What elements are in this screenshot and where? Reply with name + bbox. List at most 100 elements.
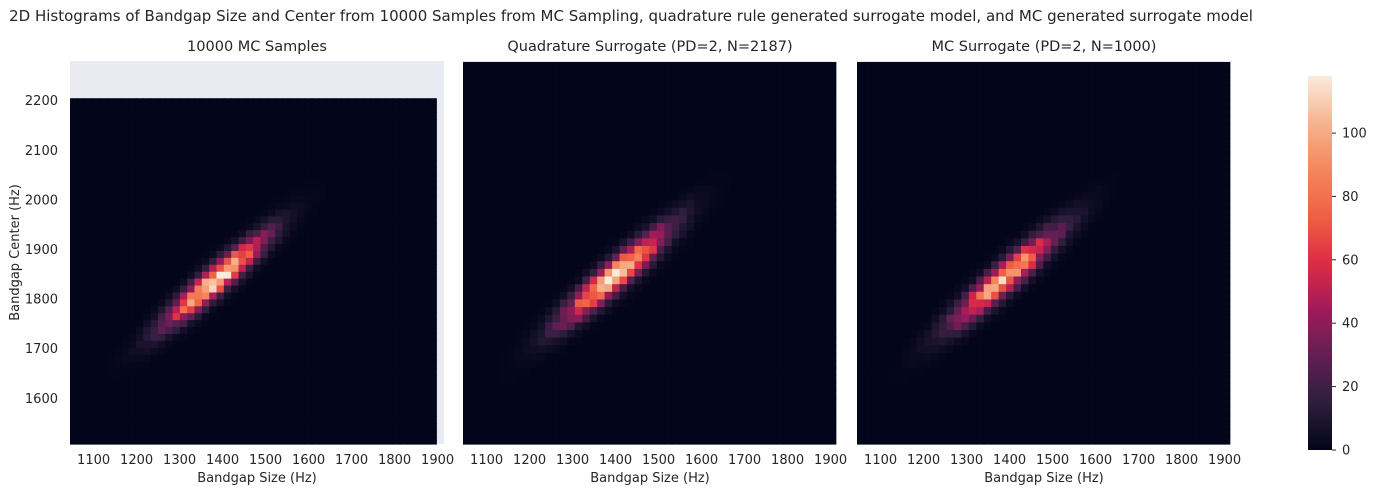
heatmap-cell [113,201,122,210]
heatmap-cell [231,125,240,134]
heatmap-cell [545,398,554,407]
heatmap-cell [194,257,203,265]
heatmap-cell [165,153,174,162]
heatmap-cell [135,243,144,251]
heatmap-cell [121,423,130,431]
heatmap-cell [463,329,472,338]
heatmap-cell [406,340,415,348]
heatmap-cell [604,352,613,361]
heatmap-cell [589,253,598,262]
heatmap-cell [619,77,628,86]
heatmap-cell [820,214,829,224]
heatmap-cell [128,374,137,383]
heatmap-cell [77,153,86,162]
heatmap-cell [589,100,598,109]
heatmap-cell [768,184,777,193]
heatmap-cell [121,388,130,397]
heatmap-cell [664,153,673,162]
heatmap-cell [671,314,680,323]
heatmap-cell [99,236,108,245]
heatmap-cell [545,115,554,124]
heatmap-cell [106,222,115,231]
heatmap-cell [282,181,291,189]
heatmap-cell [604,61,613,71]
heatmap-cell [656,146,665,155]
heatmap-cell [545,382,554,392]
heatmap-cell [828,314,837,323]
heatmap-cell [238,167,247,175]
heatmap-cell [201,222,210,231]
heatmap-cell [545,413,554,422]
heatmap-cell [477,306,486,315]
heatmap-cell [641,390,650,399]
heatmap-cell [157,264,166,272]
heatmap-cell [619,421,628,430]
heatmap-cell [121,257,130,265]
heatmap-cell [500,123,509,132]
heatmap-cell [694,237,703,246]
heatmap-cell [634,375,643,384]
heatmap-cell [582,138,591,147]
heatmap-cell [500,138,509,147]
heatmap-cell [686,398,695,407]
heatmap-cell [798,107,807,117]
heatmap-cell [515,230,524,239]
heatmap-cell [716,344,725,353]
heatmap-cell [507,321,516,330]
heatmap-cell [187,423,196,431]
heatmap-cell [679,390,688,399]
heatmap-cell [275,312,284,321]
heatmap-cell [574,115,583,124]
heatmap-cell [319,354,327,362]
heatmap-cell [414,118,423,127]
heatmap-cell [113,125,122,134]
heatmap-cell [597,161,606,170]
heatmap-cell [428,139,437,148]
heatmap-cell [716,421,725,430]
heatmap-cell [223,236,232,245]
heatmap-cell [150,98,159,106]
heatmap-cell [641,130,650,139]
heatmap-cell [157,243,166,251]
heatmap-cell [738,92,747,101]
x-tick-label: 1400 [206,453,239,468]
heatmap-cell [135,388,144,397]
heatmap-cell [559,390,568,399]
heatmap-cell [552,367,561,376]
heatmap-cell [172,250,181,258]
heatmap-cell [253,312,262,321]
heatmap-cell [619,382,628,392]
heatmap-cell [157,388,166,397]
heatmap-cell [201,278,210,286]
heatmap-cell [231,354,240,362]
heatmap-cell [341,118,349,127]
heatmap-cell [522,352,531,361]
heatmap-cell [768,314,777,323]
heatmap-cell [326,243,335,251]
heatmap-cell [537,306,546,315]
heatmap-cell [582,199,591,208]
heatmap-cell [641,237,650,246]
heatmap-cell [537,237,546,246]
heatmap-cell [392,284,401,293]
heatmap-cell [761,222,770,231]
heatmap-cell [216,361,225,369]
heatmap-cell [582,84,591,94]
heatmap-cell [500,69,509,78]
heatmap-cell [91,132,100,141]
heatmap-cell [355,153,364,162]
heatmap-cell [463,428,472,437]
heatmap-cell [428,146,437,155]
heatmap-cell [790,245,800,254]
heatmap-cell [311,146,320,155]
heatmap-cell [612,130,621,139]
heatmap-cell [179,340,188,348]
heatmap-cell [753,329,762,338]
heatmap-cell [421,298,430,307]
heatmap-cell [552,413,561,422]
heatmap-cell [428,423,437,431]
heatmap-cell [738,367,747,376]
heatmap-cell [477,245,486,254]
heatmap-cell [311,153,320,162]
heatmap-cell [597,176,606,185]
